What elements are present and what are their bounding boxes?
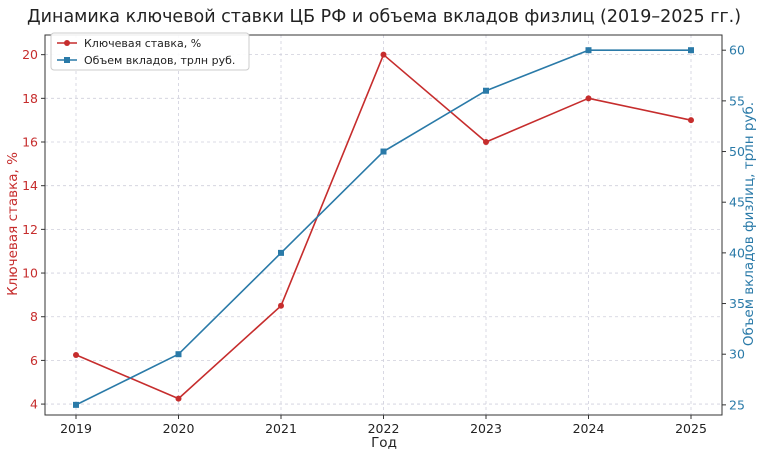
- right-y-tick-label: 25: [729, 397, 745, 412]
- data-point: [688, 47, 694, 54]
- right-y-tick-label: 60: [729, 43, 745, 58]
- right-y-tick-label: 45: [729, 195, 745, 210]
- x-tick-label: 2025: [675, 421, 707, 436]
- data-point: [380, 148, 387, 155]
- x-tick-label: 2020: [163, 421, 195, 436]
- x-tick-label: 2023: [470, 421, 502, 436]
- chart-title: Динамика ключевой ставки ЦБ РФ и объема …: [27, 7, 741, 27]
- legend-box: [50, 32, 250, 71]
- x-axis-ticks: 2019 2020 2021 2022 2023 2024 2025: [60, 415, 707, 436]
- left-y-tick-label: 12: [22, 222, 38, 237]
- x-axis-label: Год: [371, 435, 397, 451]
- left-y-tick-label: 14: [22, 178, 38, 193]
- legend-swatch-marker: [64, 57, 70, 63]
- x-tick-label: 2021: [265, 421, 297, 436]
- left-y-axis-ticks: 4 6 8 10 12 14 16 18 20: [22, 47, 45, 412]
- x-tick-label: 2024: [573, 421, 605, 436]
- data-point: [175, 351, 182, 358]
- right-y-tick-label: 55: [729, 93, 745, 108]
- left-y-tick-label: 8: [30, 309, 38, 324]
- left-y-axis-label: Ключевая ставка, %: [5, 152, 21, 296]
- right-y-axis-ticks: 25 30 35 40 45 50 55 60: [722, 43, 745, 412]
- legend-swatch-marker: [64, 40, 70, 46]
- legend-label: Объем вкладов, трлн руб.: [84, 54, 235, 67]
- right-y-tick-label: 30: [729, 347, 745, 362]
- series-markers: [73, 47, 694, 408]
- right-y-axis-label: Объем вкладов физлиц, трлн руб.: [741, 102, 757, 346]
- legend-label: Ключевая ставка, %: [84, 37, 201, 50]
- right-y-tick-label: 50: [729, 144, 745, 159]
- data-point: [483, 87, 489, 94]
- data-point: [278, 302, 284, 309]
- x-tick-label: 2022: [368, 421, 400, 436]
- left-y-tick-label: 4: [30, 397, 38, 412]
- data-point: [73, 351, 79, 358]
- data-point: [380, 51, 387, 58]
- data-point: [688, 117, 694, 124]
- left-y-tick-label: 16: [22, 135, 38, 150]
- x-tick-label: 2019: [60, 421, 92, 436]
- data-point: [278, 249, 284, 256]
- data-point: [585, 47, 592, 54]
- left-y-tick-label: 10: [22, 266, 38, 281]
- data-point: [175, 395, 182, 402]
- legend: Ключевая ставка, % Объем вкладов, трлн р…: [50, 32, 250, 71]
- left-y-tick-label: 6: [30, 353, 38, 368]
- right-y-tick-label: 40: [729, 245, 745, 260]
- data-point: [585, 95, 592, 102]
- data-point: [73, 401, 79, 408]
- grid: [45, 35, 722, 415]
- left-y-tick-label: 18: [22, 91, 38, 106]
- right-y-tick-label: 35: [729, 296, 745, 311]
- left-y-tick-label: 20: [22, 47, 38, 62]
- data-point: [483, 139, 489, 146]
